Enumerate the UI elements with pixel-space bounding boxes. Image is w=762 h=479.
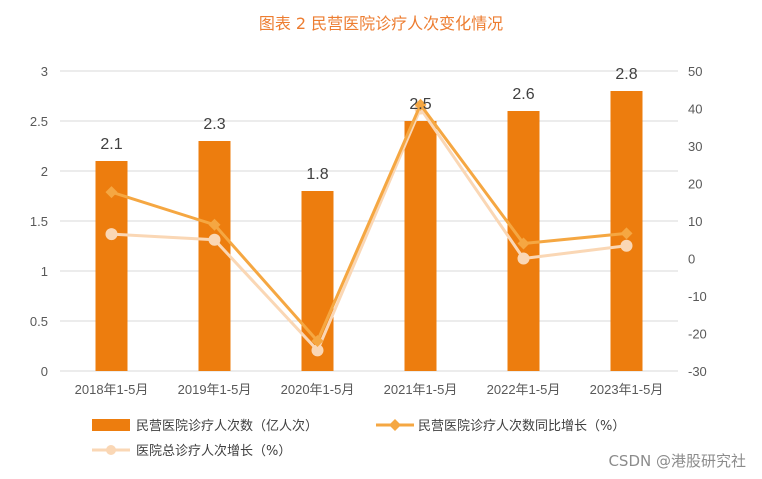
bar-data-label: 2.6 — [512, 86, 534, 103]
y-left-tick-label: 2 — [41, 164, 48, 179]
bar-data-label: 2.5 — [409, 96, 431, 113]
bar-data-label: 2.3 — [203, 116, 225, 133]
bar — [404, 121, 437, 371]
right-axis: -30 -20 -10 0 10 20 30 40 50 — [688, 64, 707, 379]
line-point — [105, 186, 118, 199]
legend-marker-circle — [106, 445, 116, 455]
y-right-tick-label: 50 — [688, 64, 702, 79]
y-right-tick-label: -30 — [688, 364, 707, 379]
legend-marker-diamond — [389, 419, 401, 431]
legend-label-line-1: 民营医院诊疗人次数同比增长（%） — [418, 418, 625, 434]
y-right-tick-label: 30 — [688, 139, 702, 154]
series-line — [111, 107, 627, 352]
y-right-tick-label: -10 — [688, 289, 707, 304]
y-left-tick-label: 0.5 — [30, 314, 48, 329]
x-tick-label: 2021年1-5月 — [384, 382, 458, 397]
left-axis: 0 0.5 1 1.5 2 2.5 3 — [30, 64, 48, 379]
watermark: CSDN @港股研究社 — [608, 452, 746, 470]
chart-title: 图表 2 民营医院诊疗人次变化情况 — [259, 14, 503, 33]
y-right-tick-label: 10 — [688, 214, 702, 229]
series-line — [111, 103, 627, 343]
line-point — [414, 98, 427, 111]
line-point — [311, 344, 324, 357]
x-tick-label: 2020年1-5月 — [281, 382, 355, 397]
legend: 民营医院诊疗人次数（亿人次） 民营医院诊疗人次数同比增长（%） 医院总诊疗人次增… — [92, 418, 625, 459]
legend-label-line-2: 医院总诊疗人次增长（%） — [136, 443, 291, 459]
y-right-tick-label: 40 — [688, 102, 702, 117]
x-tick-label: 2023年1-5月 — [590, 382, 664, 397]
x-tick-label: 2019年1-5月 — [178, 382, 252, 397]
y-left-tick-label: 0 — [41, 364, 48, 379]
bar — [198, 141, 231, 371]
x-tick-label: 2022年1-5月 — [487, 382, 561, 397]
bar-data-label: 1.8 — [306, 166, 328, 183]
line-series: 2.1 2.3 1.8 2.5 2.6 2.8 — [100, 66, 638, 357]
line-point — [517, 252, 530, 265]
y-right-tick-label: 20 — [688, 177, 702, 192]
line-point — [105, 228, 118, 241]
y-right-tick-label: -20 — [688, 327, 707, 342]
y-left-tick-label: 3 — [41, 64, 48, 79]
bar-data-label: 2.1 — [100, 136, 122, 153]
x-axis: 2018年1-5月 2019年1-5月 2020年1-5月 2021年1-5月 2022… — [75, 382, 664, 397]
y-left-tick-label: 1 — [41, 264, 48, 279]
gridlines — [60, 70, 678, 372]
line-point — [620, 239, 633, 252]
line-point — [620, 227, 633, 240]
line-point — [311, 335, 324, 347]
legend-swatch-bar — [92, 419, 130, 431]
line-point — [208, 233, 221, 246]
bar-data-label: 2.8 — [615, 66, 637, 83]
legend-label-bar: 民营医院诊疗人次数（亿人次） — [136, 418, 318, 434]
y-right-tick-label: 0 — [688, 252, 695, 267]
line-point — [517, 237, 530, 250]
line-point — [208, 218, 221, 231]
y-left-tick-label: 1.5 — [30, 214, 48, 229]
x-tick-label: 2018年1-5月 — [75, 382, 149, 397]
y-left-tick-label: 2.5 — [30, 114, 48, 129]
